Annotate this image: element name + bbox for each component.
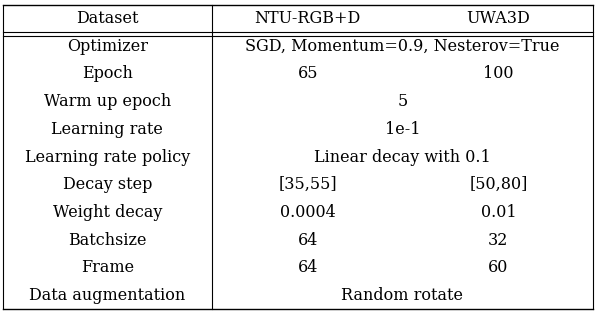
Text: Warm up epoch: Warm up epoch — [44, 93, 171, 110]
Text: NTU-RGB+D: NTU-RGB+D — [254, 10, 361, 27]
Text: Learning rate: Learning rate — [51, 121, 163, 138]
Text: 60: 60 — [488, 259, 508, 276]
Text: Random rotate: Random rotate — [342, 287, 463, 304]
Text: Decay step: Decay step — [63, 176, 152, 193]
Text: UWA3D: UWA3D — [467, 10, 530, 27]
Text: [35,55]: [35,55] — [278, 176, 337, 193]
Text: 1e-1: 1e-1 — [384, 121, 420, 138]
Text: Weight decay: Weight decay — [52, 204, 162, 221]
Text: [50,80]: [50,80] — [469, 176, 527, 193]
Text: 65: 65 — [297, 65, 318, 83]
Text: 100: 100 — [483, 65, 514, 83]
Text: Frame: Frame — [80, 259, 134, 276]
Text: Linear decay with 0.1: Linear decay with 0.1 — [314, 149, 491, 165]
Text: Epoch: Epoch — [82, 65, 133, 83]
Text: 64: 64 — [297, 259, 318, 276]
Text: SGD, Momentum=0.9, Nesterov=True: SGD, Momentum=0.9, Nesterov=True — [245, 38, 560, 55]
Text: 0.01: 0.01 — [480, 204, 516, 221]
Text: Optimizer: Optimizer — [67, 38, 148, 55]
Text: 64: 64 — [297, 231, 318, 249]
Text: Data augmentation: Data augmentation — [29, 287, 185, 304]
Text: 32: 32 — [488, 231, 508, 249]
Text: 0.0004: 0.0004 — [280, 204, 336, 221]
Text: 5: 5 — [397, 93, 408, 110]
Text: Batchsize: Batchsize — [68, 231, 147, 249]
Text: Dataset: Dataset — [76, 10, 138, 27]
Text: Learning rate policy: Learning rate policy — [24, 149, 190, 165]
